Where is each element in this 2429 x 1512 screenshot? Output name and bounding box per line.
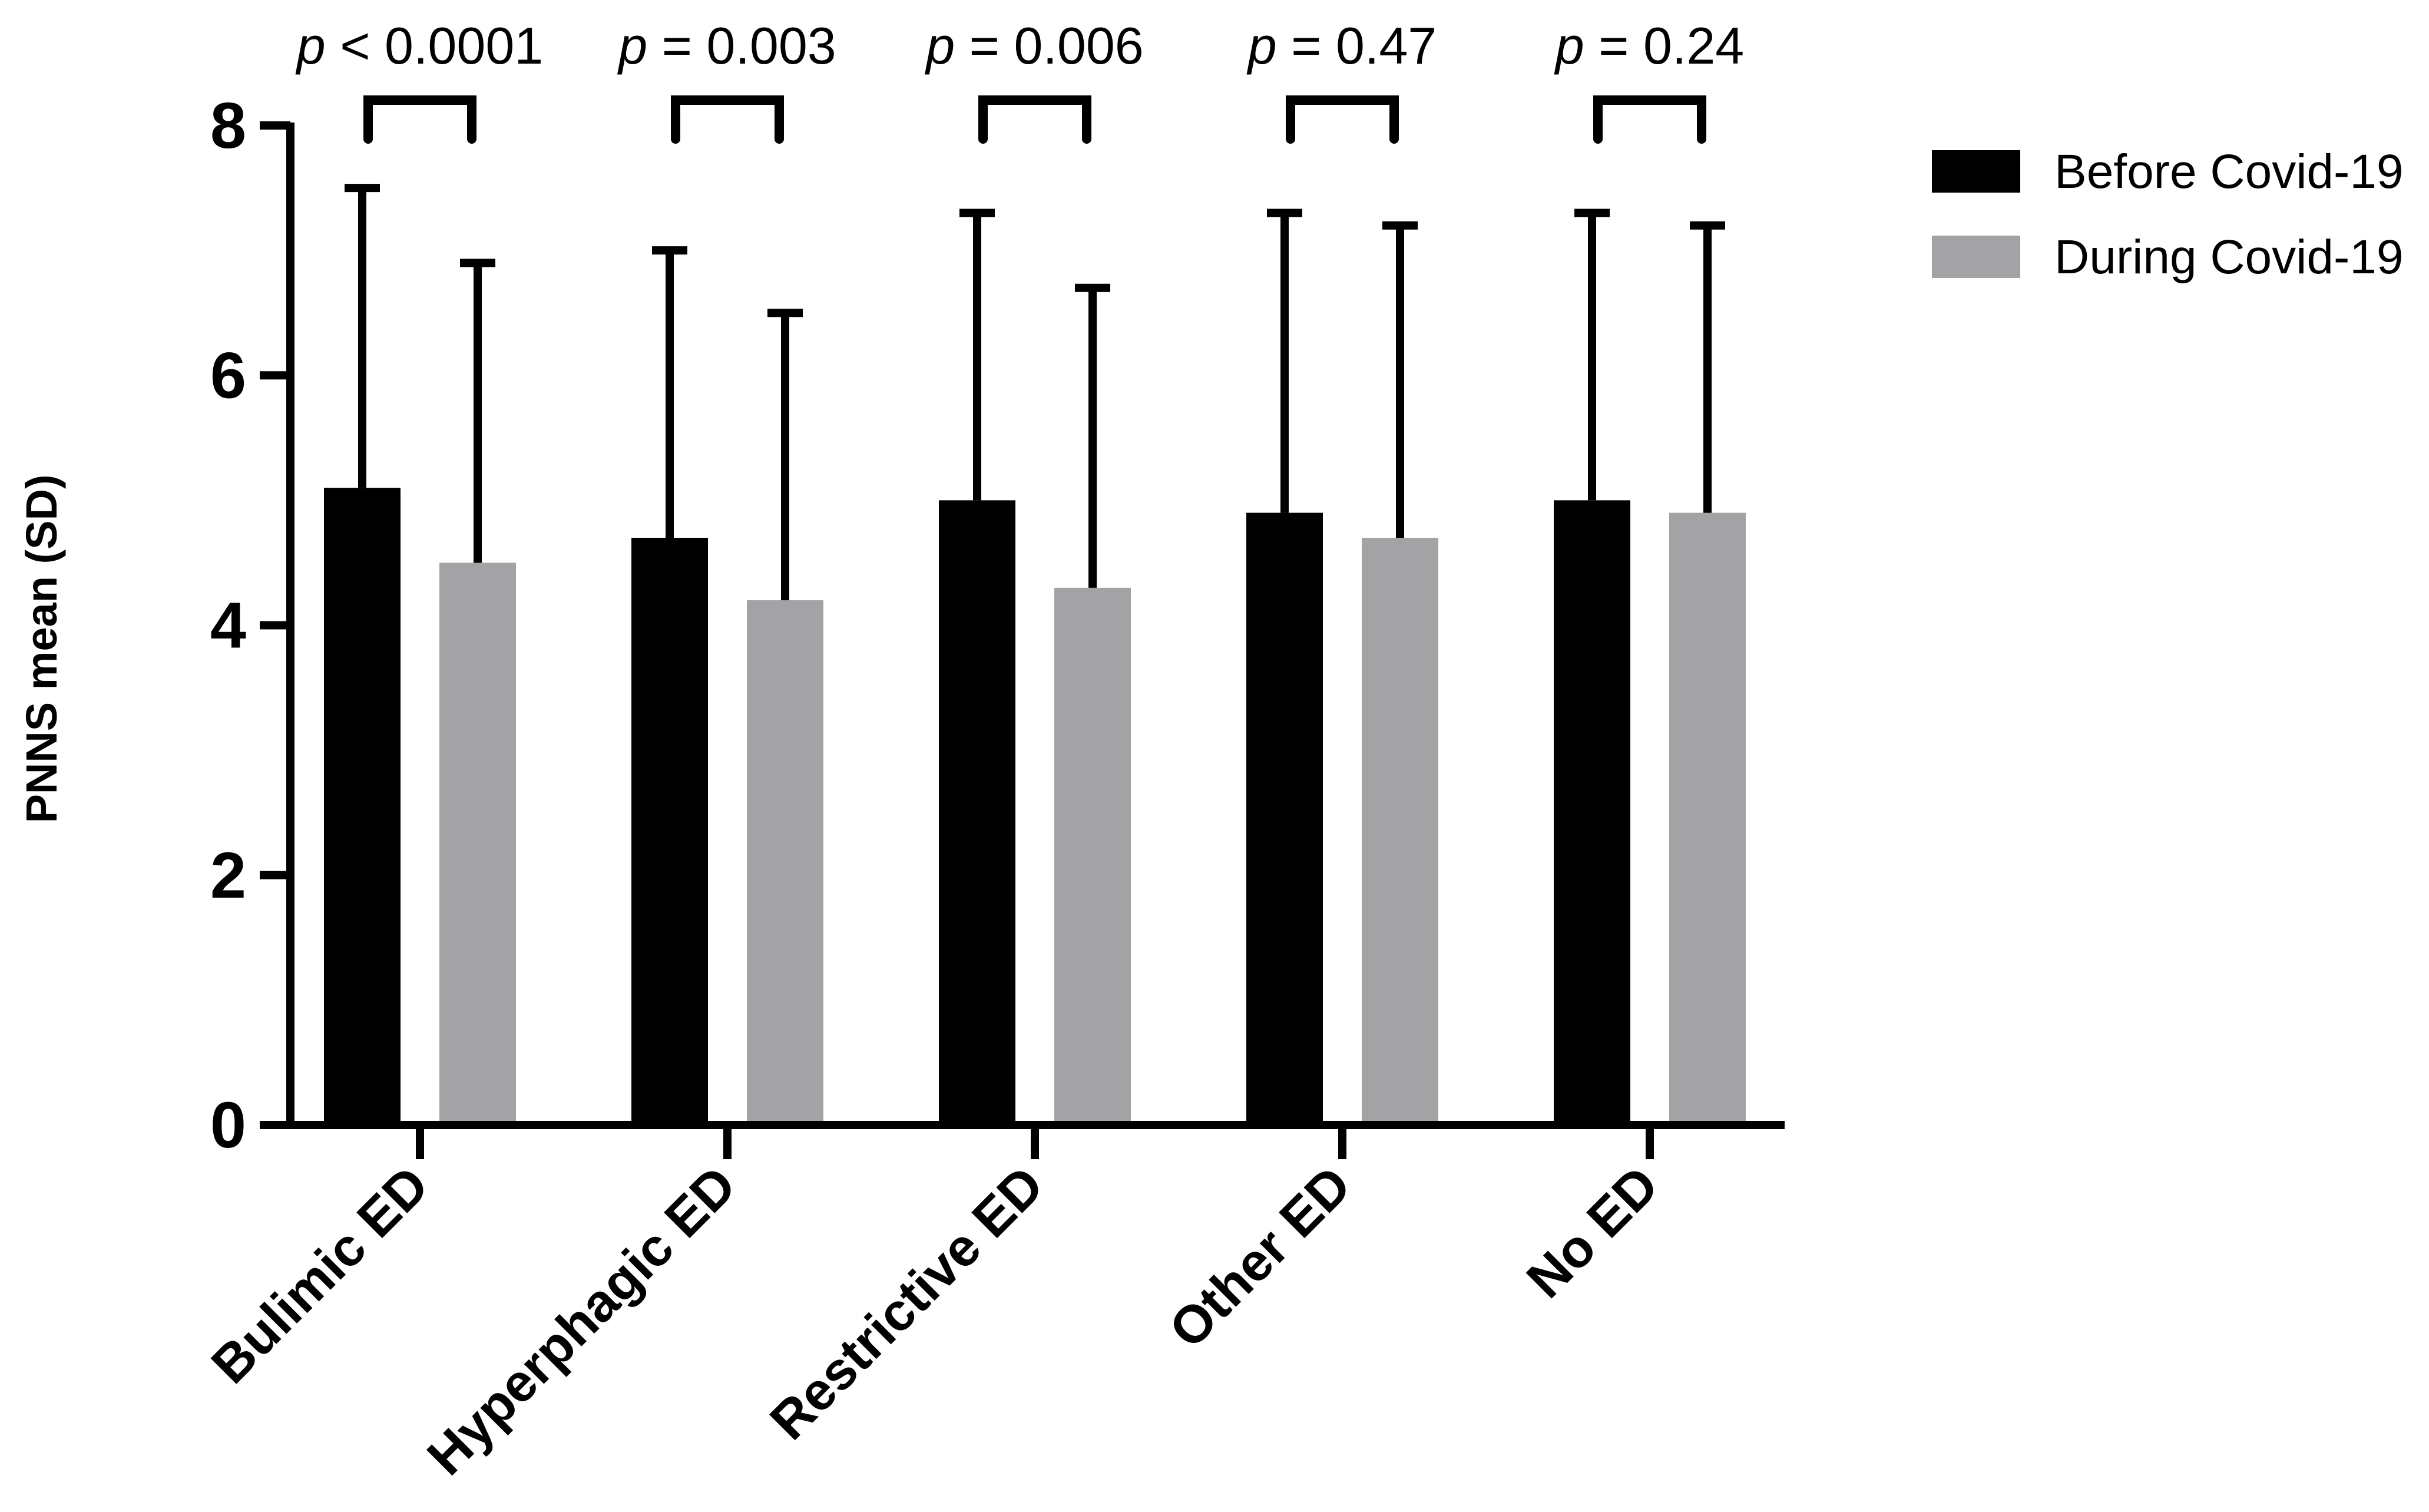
p-value-label-1: p = 0.003 — [617, 16, 836, 75]
bar-before-0 — [324, 488, 401, 1125]
x-category-label-1: Hyperphagic ED — [416, 1155, 747, 1486]
p-value-label-3: p = 0.47 — [1246, 16, 1437, 75]
p-value-label-0: p < 0.0001 — [295, 16, 543, 75]
y-tick-label-0: 0 — [210, 1089, 246, 1162]
bar-before-1 — [631, 538, 708, 1125]
y-tick-label-1: 2 — [210, 839, 246, 912]
p-value-label-2: p = 0.006 — [924, 16, 1143, 75]
significance-bracket-1 — [671, 95, 784, 144]
y-tick-label-3: 6 — [210, 339, 246, 412]
p-value-annotations: p < 0.0001 p = 0.003 p = 0.006 p = 0.47 p = … — [295, 16, 1745, 144]
bar-before-2 — [939, 500, 1015, 1125]
bar-during-1 — [747, 600, 823, 1125]
error-bars-layer — [345, 184, 1725, 601]
x-category-label-4: No ED — [1516, 1155, 1670, 1309]
legend-swatch-during — [1932, 236, 2020, 278]
y-tick-label-4: 8 — [210, 90, 246, 162]
bar-before-3 — [1246, 512, 1323, 1125]
legend-label-during: During Covid-19 — [2054, 230, 2404, 284]
bar-before-4 — [1554, 500, 1630, 1125]
x-category-label-2: Restrictive ED — [759, 1155, 1055, 1451]
significance-bracket-3 — [1286, 95, 1399, 144]
y-axis-title: PNNS mean (SD) — [17, 474, 66, 823]
significance-bracket-4 — [1593, 95, 1706, 144]
bar-during-3 — [1362, 538, 1438, 1125]
bar-during-4 — [1669, 512, 1746, 1125]
bars-layer — [324, 488, 1746, 1125]
bar-during-2 — [1054, 587, 1131, 1125]
significance-bracket-0 — [363, 95, 476, 144]
y-tick-label-2: 4 — [210, 590, 246, 662]
bar-during-0 — [439, 563, 516, 1125]
x-category-label-0: Bulimic ED — [200, 1155, 440, 1395]
p-value-label-4: p = 0.24 — [1554, 16, 1745, 75]
significance-bracket-2 — [978, 95, 1091, 144]
legend-swatch-before — [1932, 150, 2020, 193]
x-category-label-3: Other ED — [1159, 1155, 1363, 1359]
legend: Before Covid-19 During Covid-19 — [1932, 145, 2404, 284]
legend-label-before: Before Covid-19 — [2054, 145, 2404, 198]
